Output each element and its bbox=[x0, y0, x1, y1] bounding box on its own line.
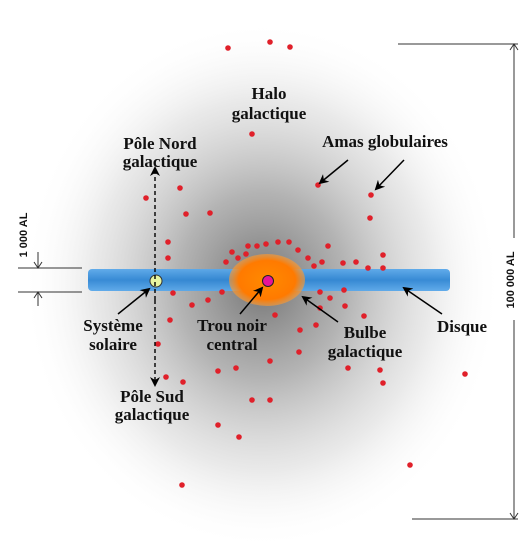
arrow-bulbe bbox=[301, 295, 339, 323]
globular-cluster-dot bbox=[163, 374, 169, 380]
label-disque: Disque bbox=[437, 317, 488, 336]
globular-cluster-dot bbox=[267, 397, 273, 403]
globular-cluster-dot bbox=[170, 290, 176, 296]
globular-cluster-dot bbox=[275, 239, 281, 245]
globular-cluster-dot bbox=[263, 241, 269, 247]
arrow-disque bbox=[402, 286, 443, 315]
thickness-scale: 1 000 AL bbox=[18, 212, 82, 306]
diameter-scale: 100 000 AL bbox=[398, 43, 522, 520]
globular-cluster-dot bbox=[297, 327, 303, 333]
arrow-amas-1 bbox=[318, 159, 349, 185]
globular-cluster-dot bbox=[267, 39, 273, 45]
globular-cluster-dot bbox=[245, 243, 251, 249]
globular-cluster-dot bbox=[407, 462, 413, 468]
label-pole-sud-line1: Pôle Sud bbox=[120, 387, 184, 406]
globular-cluster-dot bbox=[345, 365, 351, 371]
globular-cluster-dot bbox=[183, 211, 189, 217]
globular-cluster-dot bbox=[235, 255, 241, 261]
globular-cluster-dot bbox=[353, 259, 359, 265]
globular-cluster-dot bbox=[205, 297, 211, 303]
globular-cluster-dot bbox=[207, 210, 213, 216]
globular-cluster-dot bbox=[365, 265, 371, 271]
globular-cluster-dot bbox=[286, 239, 292, 245]
globular-cluster-dot bbox=[295, 247, 301, 253]
central-black-hole bbox=[262, 275, 274, 287]
label-pole-nord-line1: Pôle Nord bbox=[123, 134, 197, 153]
globular-cluster-dot bbox=[361, 313, 367, 319]
globular-cluster-dot bbox=[167, 317, 173, 323]
globular-cluster-dot bbox=[315, 182, 321, 188]
globular-cluster-dot bbox=[155, 341, 161, 347]
globular-cluster-dot bbox=[229, 249, 235, 255]
globular-cluster-dot bbox=[165, 255, 171, 261]
globular-cluster-dot bbox=[311, 263, 317, 269]
globular-cluster-dot bbox=[325, 243, 331, 249]
globular-cluster-dot bbox=[179, 482, 185, 488]
globular-cluster-dot bbox=[219, 289, 225, 295]
globular-cluster-dot bbox=[272, 312, 278, 318]
globular-cluster-dot bbox=[143, 195, 149, 201]
globular-cluster-dot bbox=[215, 368, 221, 374]
globular-cluster-dot bbox=[249, 131, 255, 137]
label-trou-noir-line2: central bbox=[207, 335, 258, 354]
globular-cluster-dot bbox=[342, 303, 348, 309]
arrow-systeme bbox=[117, 287, 151, 315]
globular-cluster-dot bbox=[327, 295, 333, 301]
globular-cluster-dot bbox=[340, 260, 346, 266]
globular-cluster-dot bbox=[377, 367, 383, 373]
globular-cluster-dot bbox=[319, 259, 325, 265]
solar-system-marker bbox=[149, 274, 163, 288]
globular-cluster-dot bbox=[462, 371, 468, 377]
globular-cluster-dot bbox=[287, 44, 293, 50]
globular-cluster-dot bbox=[341, 287, 347, 293]
globular-cluster-dot bbox=[243, 251, 249, 257]
globular-cluster-dot bbox=[236, 434, 242, 440]
label-bulbe-line2: galactique bbox=[328, 342, 403, 361]
label-bulbe-line1: Bulbe bbox=[344, 323, 387, 342]
globular-cluster-dot bbox=[296, 349, 302, 355]
label-halo-line2: galactique bbox=[232, 104, 307, 123]
globular-cluster-dot bbox=[233, 365, 239, 371]
globular-cluster-dot bbox=[223, 259, 229, 265]
globular-cluster-dot bbox=[317, 289, 323, 295]
globular-cluster-dot bbox=[380, 265, 386, 271]
globular-cluster-dot bbox=[368, 192, 374, 198]
globular-cluster-dot bbox=[380, 252, 386, 258]
label-trou-noir-line1: Trou noir bbox=[197, 316, 267, 335]
thickness-scale-label: 1 000 AL bbox=[18, 212, 30, 257]
globular-cluster-dot bbox=[367, 215, 373, 221]
globular-cluster-dot bbox=[249, 397, 255, 403]
globular-cluster-dot bbox=[165, 239, 171, 245]
globular-cluster-dot bbox=[215, 422, 221, 428]
label-amas: Amas globulaires bbox=[322, 132, 448, 151]
diameter-scale-label: 100 000 AL bbox=[505, 251, 517, 308]
label-systeme-line1: Système bbox=[83, 316, 143, 335]
globular-cluster-dot bbox=[254, 243, 260, 249]
arrow-amas-2 bbox=[374, 159, 405, 191]
globular-cluster-dot bbox=[313, 322, 319, 328]
label-systeme-line2: solaire bbox=[89, 335, 137, 354]
globular-cluster-dot bbox=[380, 380, 386, 386]
globular-cluster-dot bbox=[225, 45, 231, 51]
arrow-trou-noir bbox=[239, 286, 264, 315]
label-pole-sud-line2: galactique bbox=[115, 405, 190, 424]
globular-cluster-dot bbox=[189, 302, 195, 308]
globular-cluster-dot bbox=[177, 185, 183, 191]
globular-cluster-dot bbox=[180, 379, 186, 385]
globular-cluster-dot bbox=[267, 358, 273, 364]
label-halo-line1: Halo bbox=[252, 84, 287, 103]
label-pole-nord-line2: galactique bbox=[123, 152, 198, 171]
globular-cluster-dot bbox=[305, 255, 311, 261]
